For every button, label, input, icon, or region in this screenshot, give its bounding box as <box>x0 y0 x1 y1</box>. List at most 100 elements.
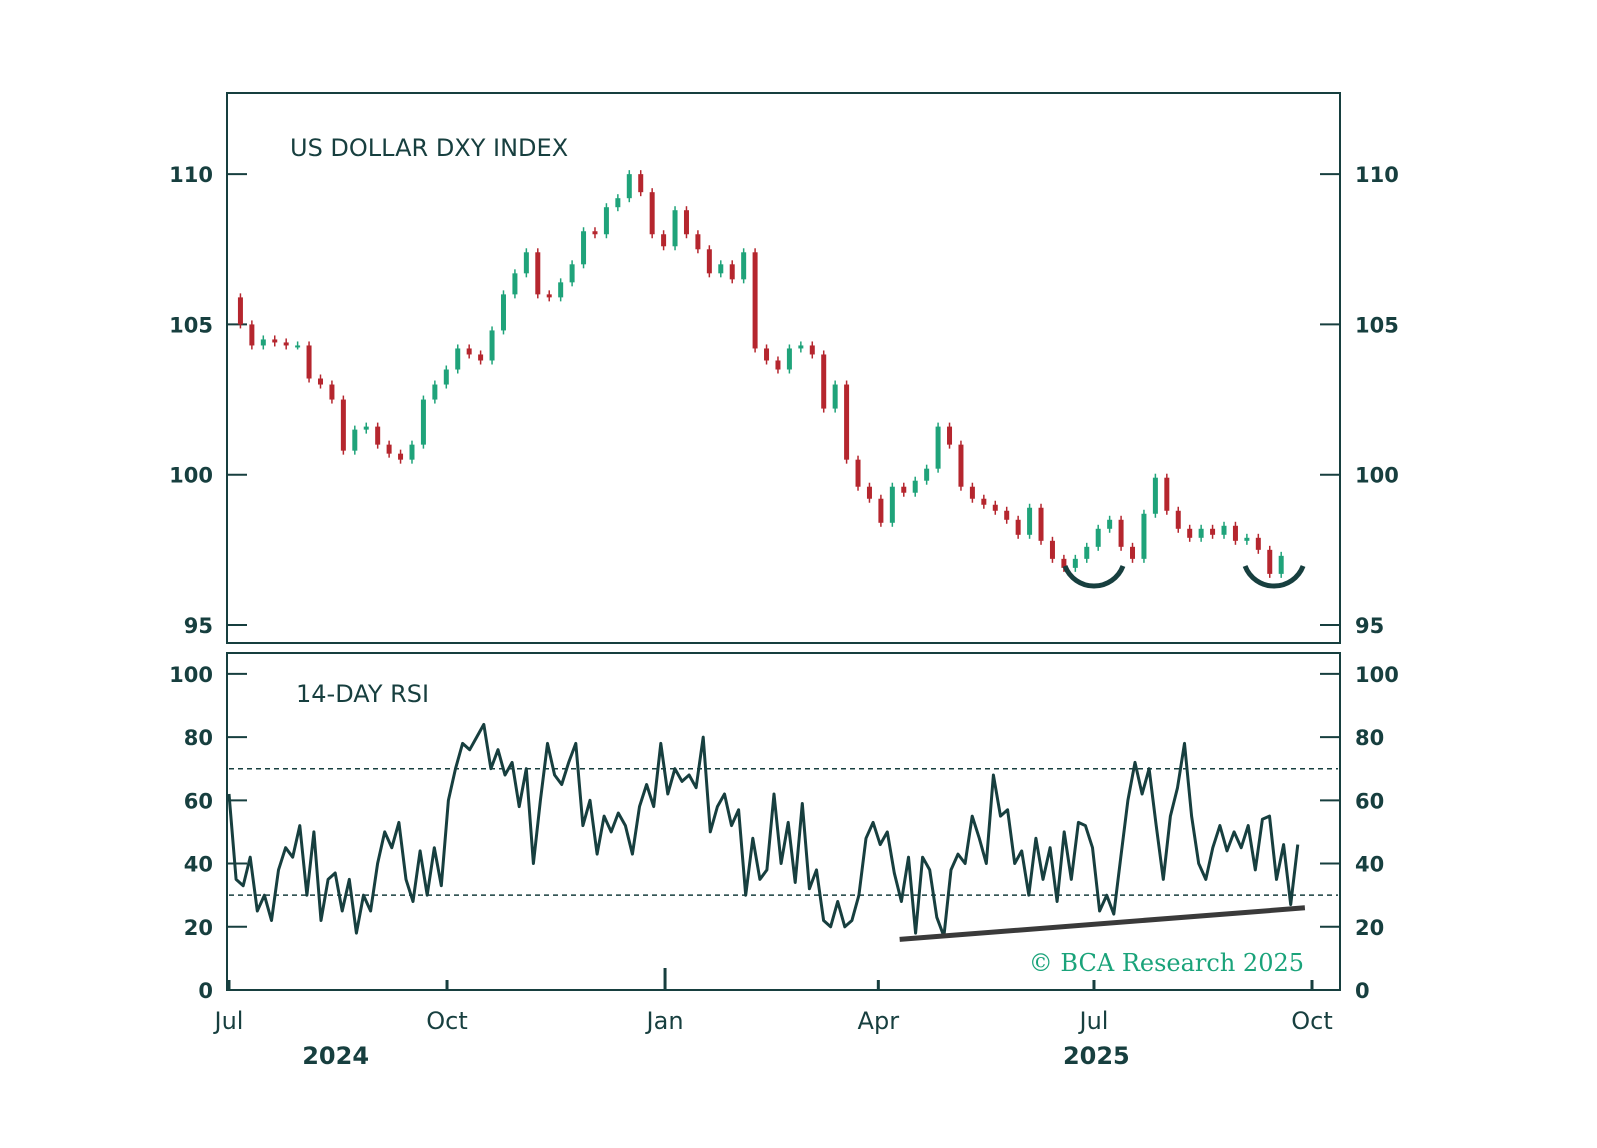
candle-up <box>1072 558 1078 568</box>
candle-up <box>558 282 564 298</box>
candle-down <box>775 360 781 370</box>
candle-down <box>546 294 552 298</box>
x-tick-label: Oct <box>426 1007 468 1035</box>
candle-down <box>329 384 335 400</box>
candle-up <box>832 384 838 409</box>
rounded-bottom-annotation <box>1062 565 1126 589</box>
candle-up <box>352 429 358 451</box>
candle-up <box>1027 507 1033 535</box>
candle-up <box>615 198 621 208</box>
candle-down <box>683 210 689 235</box>
x-year-label: 2025 <box>1063 1042 1130 1070</box>
price-ytick-label-right: 105 <box>1355 313 1399 337</box>
candle-up <box>798 345 804 349</box>
rsi-ytick-label-right: 100 <box>1355 663 1399 687</box>
x-tick-label: Jul <box>1077 1007 1108 1035</box>
candle-up <box>512 273 518 295</box>
candle-down <box>706 249 712 274</box>
price-ytick-label-left: 100 <box>169 464 213 488</box>
candle-down <box>661 234 667 247</box>
candle-down <box>638 174 644 193</box>
copyright: © BCA Research 2025 <box>1029 949 1304 977</box>
rsi-ytick-label-right: 60 <box>1355 789 1384 813</box>
candle-down <box>981 498 987 505</box>
candle-up <box>500 294 506 331</box>
price-ytick-label-right: 100 <box>1355 464 1399 488</box>
price-ytick-label-left: 95 <box>184 614 213 638</box>
candle-down <box>878 498 884 523</box>
candle-up <box>741 252 747 280</box>
candle-down <box>1210 528 1216 535</box>
candle-down <box>821 354 827 409</box>
candle-up <box>363 426 369 430</box>
candle-down <box>1004 510 1010 520</box>
x-tick-label: Oct <box>1291 1007 1333 1035</box>
candle-down <box>1267 549 1273 574</box>
candle-down <box>1232 525 1238 541</box>
candle-down <box>764 348 770 361</box>
candle-up <box>1084 546 1090 559</box>
candle-down <box>283 342 289 346</box>
candle-down <box>306 345 312 379</box>
candle-up <box>1278 555 1284 574</box>
candle-up <box>1152 477 1158 514</box>
rsi-ytick-label-right: 20 <box>1355 916 1384 940</box>
candle-down <box>375 426 381 445</box>
candle-down <box>958 444 964 487</box>
x-year-label: 2024 <box>302 1042 369 1070</box>
candle-down <box>1164 477 1170 511</box>
candle-down <box>969 486 975 499</box>
candle-up <box>409 444 415 460</box>
candle-down <box>340 399 346 451</box>
candle-down <box>1175 510 1181 529</box>
candle-up <box>1244 537 1250 541</box>
candle-down <box>1118 519 1124 547</box>
candle-down <box>1015 519 1021 535</box>
candle-up <box>1141 513 1147 559</box>
candle-down <box>729 264 735 280</box>
candle-up <box>718 264 724 274</box>
candle-up <box>912 480 918 493</box>
rsi-ytick-label-right: 80 <box>1355 726 1384 750</box>
rsi-ytick-label-left: 0 <box>198 979 213 1003</box>
candle-up <box>1107 519 1113 529</box>
x-tick-label: Jan <box>645 1007 684 1035</box>
candle-down <box>249 324 255 346</box>
rsi-line <box>227 722 1300 938</box>
candle-down <box>466 348 472 355</box>
price-ytick-label-left: 110 <box>169 163 213 187</box>
candle-up <box>603 207 609 235</box>
rsi-ytick-label-left: 60 <box>184 789 213 813</box>
candle-down <box>1187 528 1193 538</box>
candle-up <box>523 252 529 274</box>
candle-down <box>844 384 850 460</box>
candle-up <box>443 369 449 385</box>
candle-down <box>592 231 598 235</box>
candle-down <box>1049 540 1055 559</box>
price-panel-title: US DOLLAR DXY INDEX <box>290 134 568 162</box>
candle-up <box>626 174 632 199</box>
candle-down <box>386 444 392 454</box>
candle-up <box>455 348 461 370</box>
rsi-ytick-label-left: 100 <box>169 663 213 687</box>
x-tick-label: Apr <box>858 1007 900 1035</box>
rsi-panel-title: 14-DAY RSI <box>296 680 429 708</box>
candle-up <box>489 330 495 361</box>
candle-up <box>581 231 587 265</box>
candle-down <box>992 504 998 511</box>
rsi-ytick-label-left: 40 <box>184 853 213 877</box>
rsi-trendline <box>899 905 1306 942</box>
candle-up <box>295 345 301 348</box>
candle-down <box>1130 546 1136 559</box>
rsi-ytick-label-right: 0 <box>1355 979 1370 1003</box>
candle-up <box>420 399 426 445</box>
candle-up <box>569 264 575 283</box>
x-tick-label: Jul <box>213 1007 244 1035</box>
rsi-ytick-label-left: 80 <box>184 726 213 750</box>
candle-down <box>535 252 541 295</box>
rsi-panel-frame <box>226 652 1341 991</box>
candle-down <box>1061 558 1067 568</box>
candle-down <box>1255 537 1261 550</box>
price-ytick-label-right: 95 <box>1355 614 1384 638</box>
